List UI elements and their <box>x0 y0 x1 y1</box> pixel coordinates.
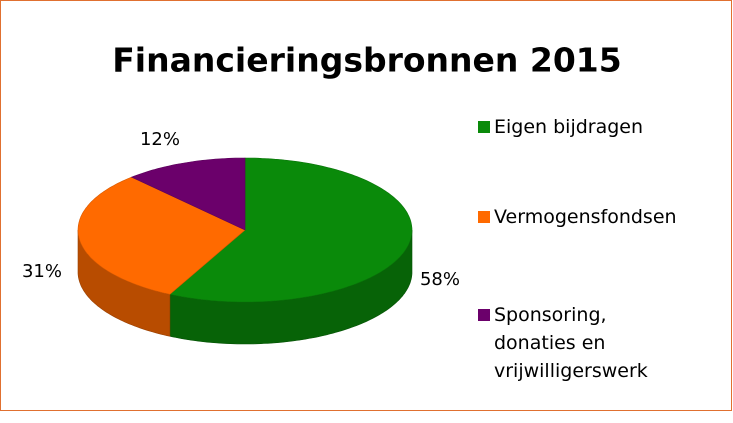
slice <box>130 157 246 231</box>
data-label: 12% <box>140 129 180 150</box>
legend-label: Eigen bijdragen <box>494 116 643 138</box>
legend-label: Sponsoring, donaties en vrijwilligerswerk <box>494 304 648 382</box>
slice-top <box>130 157 246 231</box>
data-label: 31% <box>22 261 62 282</box>
slice <box>77 176 246 337</box>
legend-swatch <box>478 309 490 321</box>
slice-top <box>169 157 413 303</box>
legend-swatch <box>478 121 490 133</box>
chart-title: Financieringsbronnen 2015 <box>112 41 621 80</box>
slice-top <box>77 176 246 295</box>
data-label: 58% <box>420 269 460 290</box>
legend-label: Vermogensfondsen <box>494 206 677 228</box>
legend-swatch <box>478 211 490 223</box>
